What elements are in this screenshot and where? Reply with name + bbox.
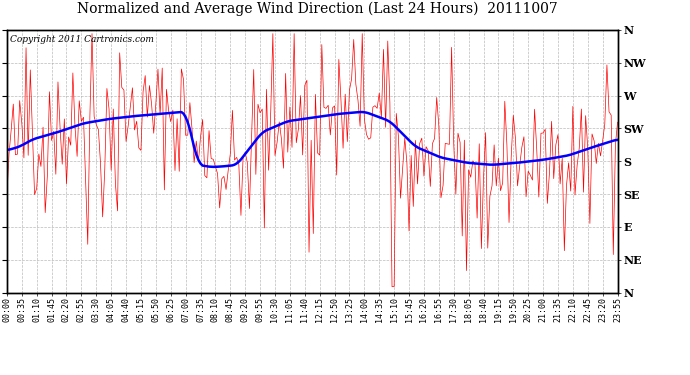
Text: Copyright 2011 Cartronics.com: Copyright 2011 Cartronics.com [10, 35, 154, 44]
Text: Normalized and Average Wind Direction (Last 24 Hours)  20111007: Normalized and Average Wind Direction (L… [77, 2, 558, 16]
